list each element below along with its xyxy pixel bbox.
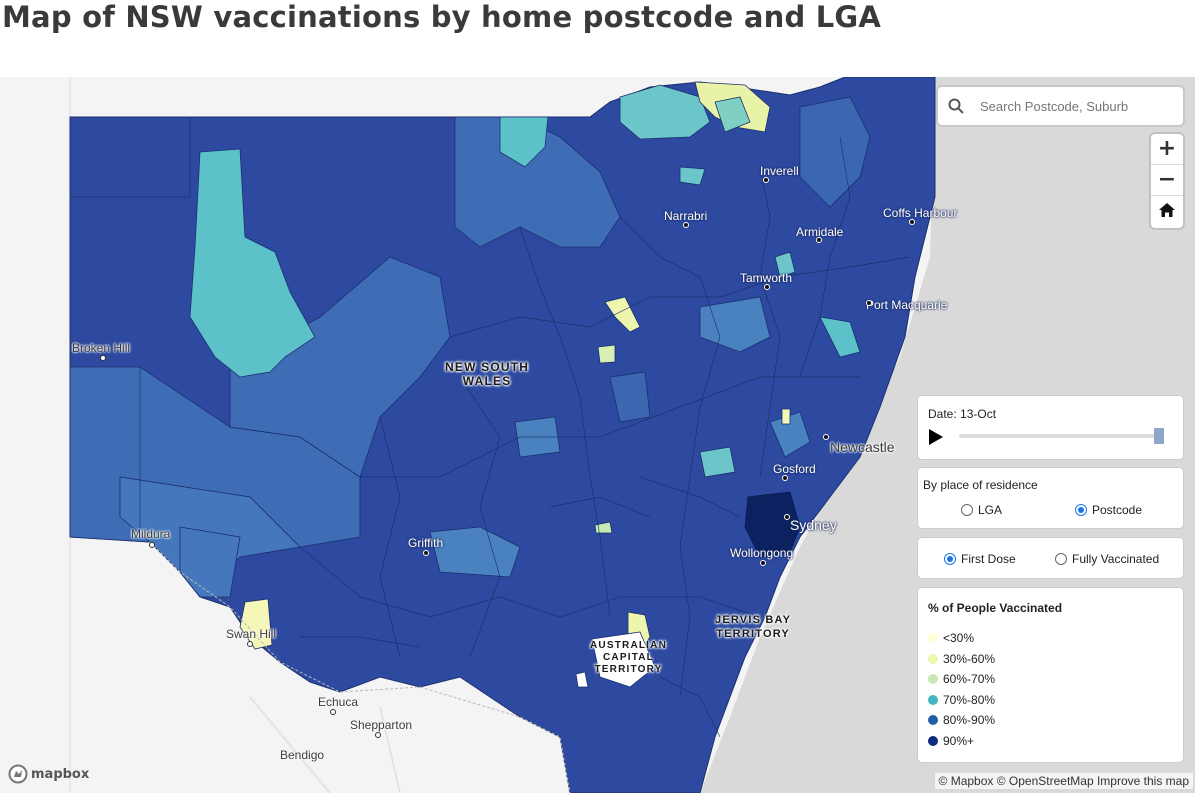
date-panel: Date: 13-Oct	[918, 396, 1183, 459]
first-dose-radio[interactable]	[944, 553, 956, 565]
port-macquarie-marker	[866, 300, 872, 306]
lga-radio[interactable]	[961, 504, 973, 516]
broken-hill-label: Broken Hill	[72, 341, 131, 355]
zoom-in-button[interactable]: +	[1151, 134, 1183, 165]
griffith-label: Griffith	[408, 536, 444, 550]
page-title: Map of NSW vaccinations by home postcode…	[2, 0, 882, 34]
date-slider-handle[interactable]	[1154, 428, 1164, 444]
mapbox-logo-text: mapbox	[31, 766, 90, 782]
swan-hill-marker	[247, 641, 253, 647]
port-macquarie-label: Port Macquarie	[866, 298, 948, 312]
bendigo-label: Bendigo	[280, 748, 325, 762]
reset-view-button[interactable]	[1151, 196, 1183, 227]
dose-panel: First Dose Fully Vaccinated	[918, 538, 1183, 578]
legend-swatch	[928, 633, 938, 643]
date-slider[interactable]	[959, 428, 1164, 444]
postcode-radio[interactable]	[1075, 504, 1087, 516]
legend-item: 70%-80%	[928, 693, 995, 707]
nsw-region-label: NEW SOUTH WALES	[445, 360, 530, 388]
legend-label: 70%-80%	[943, 692, 996, 707]
search-input[interactable]	[980, 98, 1175, 114]
inverell-marker	[763, 177, 769, 183]
legend-panel: % of People Vaccinated <30% 30%-60% 60%-70…	[918, 588, 1183, 762]
mildura-label: Mildura	[131, 527, 171, 541]
legend-swatch	[928, 694, 938, 705]
legend-swatch	[928, 674, 938, 684]
zoom-control: + −	[1151, 134, 1183, 228]
broken-hill-marker	[100, 355, 106, 361]
legend-title: % of People Vaccinated	[928, 601, 1063, 615]
mapbox-logo[interactable]: mapbox	[8, 764, 89, 784]
coffs-harbour-marker	[909, 219, 915, 225]
play-icon	[929, 429, 943, 445]
sydney-label: Sydney	[790, 517, 837, 533]
legend-item: <30%	[928, 631, 974, 645]
first-dose-label: First Dose	[961, 552, 1016, 566]
search-box[interactable]	[938, 87, 1183, 125]
fully-vaccinated-label: Fully Vaccinated	[1072, 552, 1160, 566]
date-label: Date: 13-Oct	[928, 407, 997, 421]
residence-title: By place of residence	[923, 478, 1038, 492]
legend-item: 60%-70%	[928, 672, 995, 686]
legend-label: <30%	[943, 631, 975, 645]
mildura-marker	[149, 542, 155, 548]
zoom-out-button[interactable]: −	[1151, 165, 1183, 196]
echuca-marker	[330, 709, 336, 715]
echuca-label: Echuca	[318, 695, 359, 709]
lga-option[interactable]: LGA	[961, 503, 1002, 517]
swan-hill-label: Swan Hill	[226, 627, 277, 641]
gosford-marker	[782, 475, 788, 481]
legend-label: 60%-70%	[943, 672, 996, 686]
jervis-bay-label: JERVIS BAY TERRITORY	[715, 614, 792, 640]
wollongong-label: Wollongong	[730, 546, 794, 560]
legend-swatch	[928, 715, 938, 725]
legend-swatch	[928, 653, 938, 664]
armidale-marker	[816, 237, 822, 243]
legend-item: 30%-60%	[928, 652, 995, 666]
shepparton-marker	[375, 732, 381, 738]
wollongong-marker	[760, 560, 766, 566]
map-attribution[interactable]: © Mapbox © OpenStreetMap Improve this ma…	[934, 773, 1193, 789]
zoom-out-icon: −	[1157, 167, 1177, 192]
narrabri-marker	[683, 222, 689, 228]
search-icon[interactable]	[938, 98, 974, 114]
act-label: AUSTRALIAN CAPITAL TERRITORY	[590, 640, 667, 675]
tamworth-label: Tamworth	[740, 271, 793, 285]
play-button[interactable]	[928, 428, 944, 449]
legend-label: 30%-60%	[943, 651, 996, 666]
inverell-label: Inverell	[760, 164, 799, 178]
home-icon	[1158, 201, 1176, 223]
narrabri-label: Narrabri	[664, 209, 708, 223]
zoom-in-icon: +	[1157, 136, 1177, 161]
legend-label: 90%+	[943, 733, 975, 748]
legend-label: 80%-90%	[943, 713, 996, 727]
griffith-marker	[423, 550, 429, 556]
tamworth-marker	[764, 284, 770, 290]
postcode-option-label: Postcode	[1092, 503, 1143, 517]
shepparton-label: Shepparton	[350, 718, 413, 732]
legend-item: 80%-90%	[928, 713, 995, 727]
legend-swatch	[928, 735, 938, 746]
coffs-harbour-label: Coffs Harbour	[883, 206, 958, 220]
first-dose-option[interactable]: First Dose	[944, 552, 1016, 566]
legend-item: 90%+	[928, 734, 974, 748]
gosford-label: Gosford	[773, 462, 816, 476]
fully-vaccinated-option[interactable]: Fully Vaccinated	[1055, 552, 1159, 566]
mapbox-logo-icon	[8, 764, 28, 784]
lga-option-label: LGA	[978, 503, 1003, 517]
armidale-label: Armidale	[796, 225, 844, 239]
postcode-option[interactable]: Postcode	[1075, 503, 1142, 517]
newcastle-label: Newcastle	[830, 439, 895, 455]
residence-panel: By place of residence LGA Postcode	[918, 468, 1183, 528]
sydney-marker	[784, 514, 790, 520]
fully-vaccinated-radio[interactable]	[1055, 553, 1067, 565]
newcastle-marker	[823, 434, 829, 440]
